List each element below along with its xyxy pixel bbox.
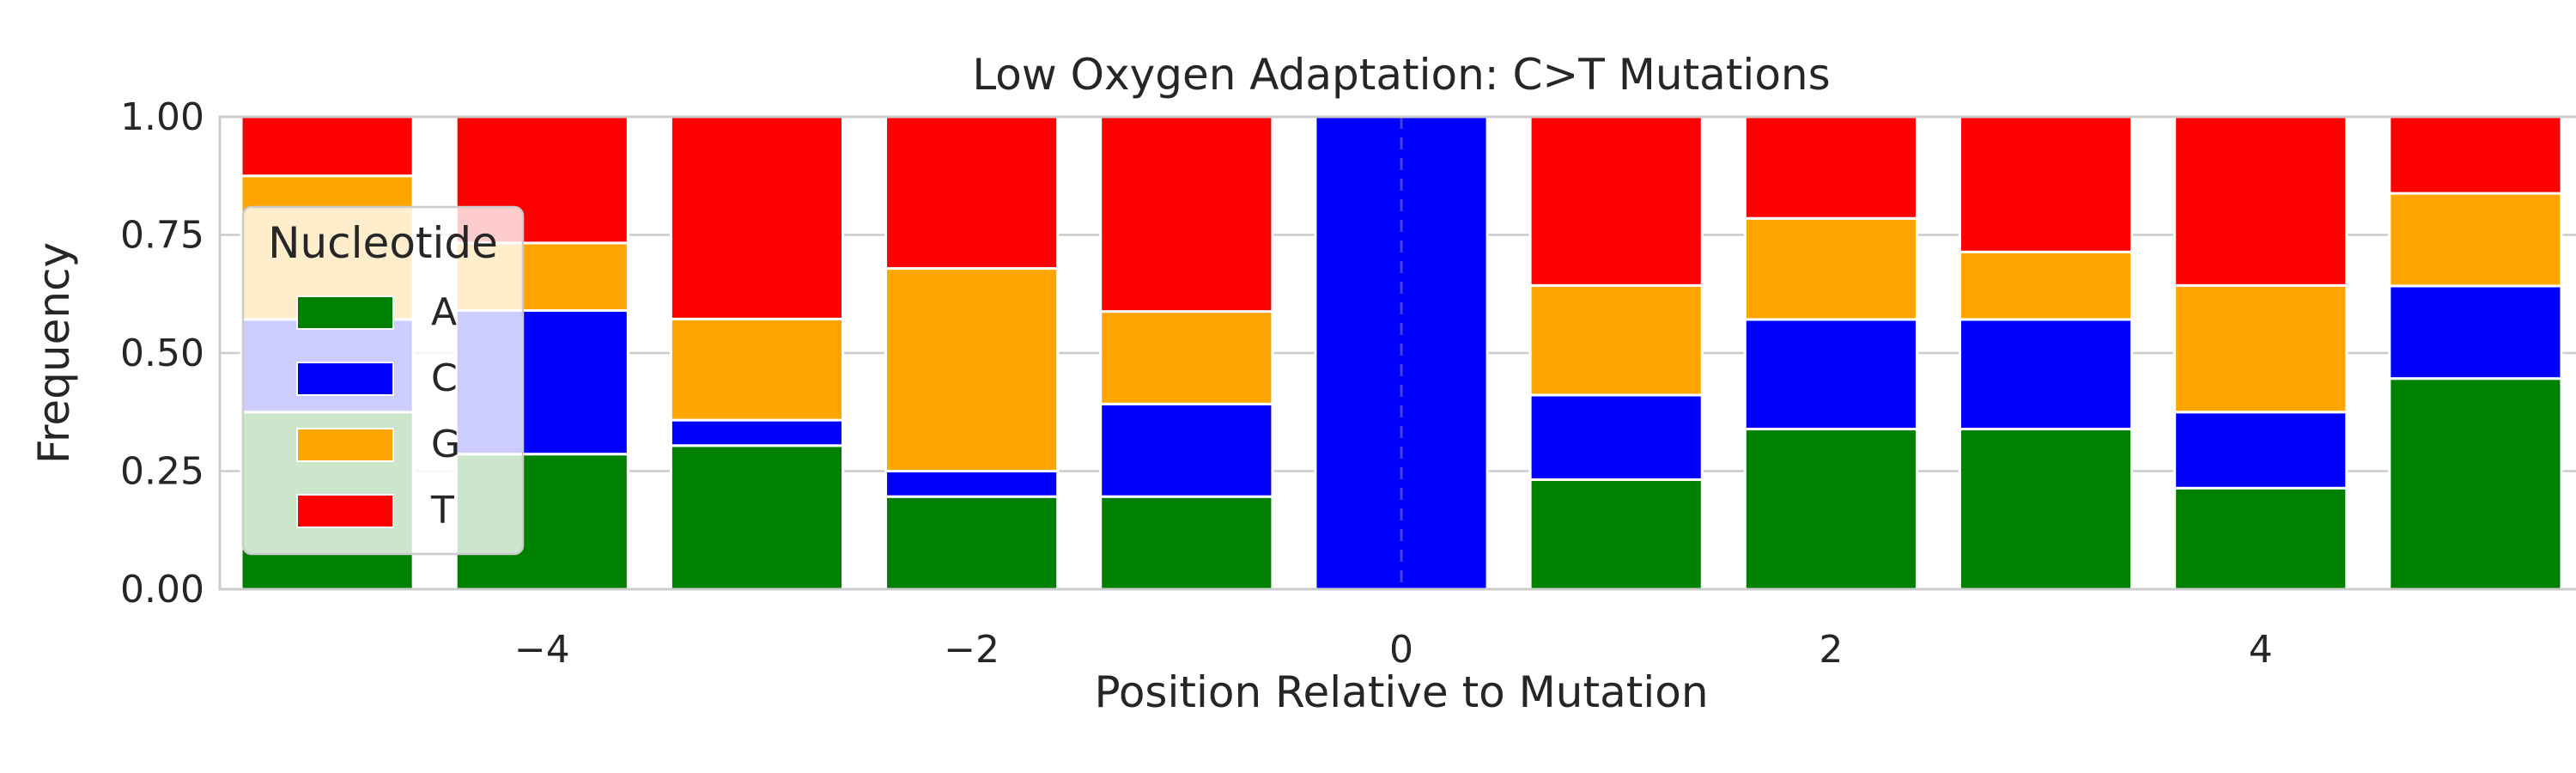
x-axis-label: Position Relative to Mutation [1094,667,1708,717]
bar-segment-A [2388,377,2563,591]
legend-swatch-C [296,362,394,396]
y-tick-label: 0.25 [120,450,204,494]
legend-swatch-A [296,295,394,330]
legend-title: Nucleotide [268,218,498,268]
legend-label-G: G [431,423,460,466]
bar-segment-A [884,495,1060,591]
bar-segment-A [2173,486,2348,591]
bar-segment-C [2388,284,2563,380]
bar-segment-G [1743,216,1918,321]
bar-segment-G [1528,283,1704,397]
bar-segment-T [1743,115,1918,220]
x-tick-label: 2 [1819,628,1843,672]
bar-segment-G [1099,310,1274,405]
bar-segment-A [1099,495,1274,591]
legend-label-T: T [430,489,454,533]
legend-swatch-T [296,494,394,528]
bar-segment-T [669,115,845,320]
bar-segment-T [240,115,415,178]
bar-segment-G [2173,283,2348,414]
bar-segment-C [1099,402,1274,498]
legend-label-A: A [431,290,457,334]
bar-segment-T [2388,115,2563,195]
bar-segment-T [1958,115,2134,253]
bar-segment-C [884,470,1060,498]
bar-segment-A [1528,478,1704,591]
bar-segment-C [2173,411,2348,490]
bar-segment-T [2173,115,2348,287]
plot-area: 0.00 0.25 0.50 0.75 1.00 −4 −2 0 2 4 [120,95,2576,672]
legend-label-C: C [431,356,458,400]
bar-segment-G [884,267,1060,472]
plot-frame [218,115,2576,591]
x-tick-label: 0 [1389,628,1413,672]
bar-segment-T [1528,115,1704,287]
bar-segment-A [1743,428,1918,591]
y-tick-label: 0.00 [120,568,204,612]
bar-segment-G [669,317,845,422]
bar-segment-T [1099,115,1274,313]
bar-segment-A [1958,428,2134,591]
legend-swatch-G [296,428,394,462]
chart-title: Low Oxygen Adaptation: C>T Mutations [972,50,1830,100]
bar-segment-G [2388,192,2563,288]
y-tick-label: 1.00 [120,95,204,139]
bar-segment-C [1743,318,1918,431]
x-tick-label: −4 [514,628,570,672]
bar-segment-C [669,418,845,447]
x-tick-label: 4 [2249,628,2273,672]
bar-segment-C [1958,318,2134,431]
bar-segment-T [884,115,1060,271]
bar-segment-G [1958,250,2134,321]
x-tick-label: −2 [944,628,999,672]
y-tick-label: 0.50 [120,332,204,375]
bar-segment-C [1528,393,1704,481]
y-tick-label: 0.75 [120,214,204,258]
y-axis-label: Frequency [29,242,79,464]
bar-segment-A [669,444,845,591]
